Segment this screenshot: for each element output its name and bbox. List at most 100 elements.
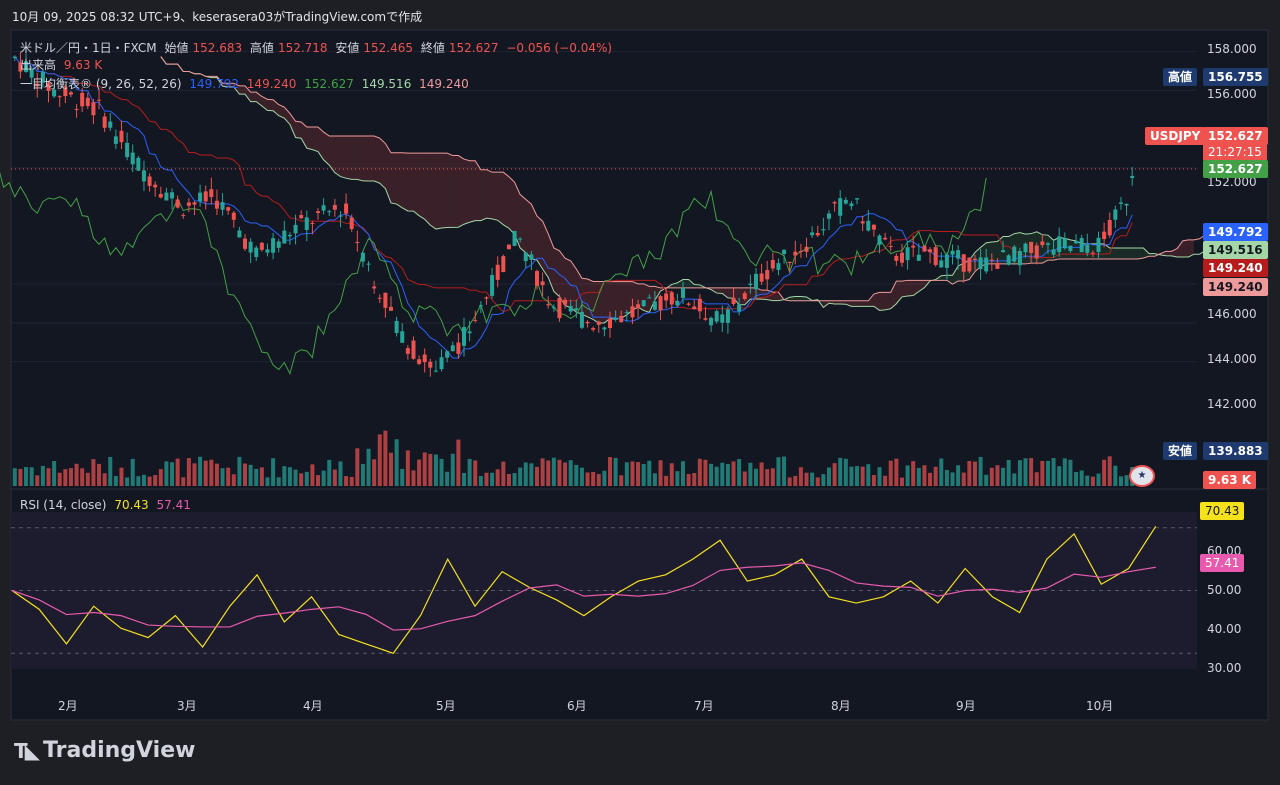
candle-body xyxy=(164,192,169,201)
volume-bar xyxy=(697,458,702,486)
candle-body xyxy=(1045,243,1050,245)
candle-body xyxy=(35,83,40,87)
volume-bar xyxy=(607,457,612,486)
volume-bar xyxy=(478,475,483,486)
candle-body xyxy=(1029,241,1034,253)
candle-body xyxy=(742,293,747,300)
volume-bar xyxy=(810,472,815,486)
cloud-segment xyxy=(435,153,442,230)
cloud-segment xyxy=(391,152,397,205)
candle-body xyxy=(804,246,809,252)
volume-bar xyxy=(450,453,455,486)
volume-bar xyxy=(686,474,691,486)
volume-bar xyxy=(12,468,17,486)
cloud-segment xyxy=(351,135,358,180)
cloud-segment xyxy=(379,138,386,189)
us-flag-icon[interactable]: ★ xyxy=(1129,465,1155,487)
candle-body xyxy=(624,312,629,314)
candle-body xyxy=(826,213,831,219)
candle-body xyxy=(765,270,770,280)
cloud-segment xyxy=(1182,239,1189,257)
volume-bar xyxy=(175,458,180,486)
cloud-segment xyxy=(312,127,319,152)
volume-bar xyxy=(327,459,332,486)
candle-body xyxy=(80,92,85,107)
span-b-tag: 149.240 xyxy=(1203,278,1268,296)
volume-bar xyxy=(770,468,775,486)
candle-body xyxy=(838,198,843,216)
volume-bar xyxy=(652,473,657,486)
volume-bar xyxy=(793,475,798,486)
volume-bar xyxy=(557,459,562,486)
volume-bar xyxy=(209,459,214,486)
volume-bar xyxy=(866,464,871,486)
volume-bar xyxy=(798,467,803,486)
volume-bar xyxy=(57,472,62,486)
volume-bar xyxy=(1062,458,1067,486)
candle-body xyxy=(636,304,641,309)
cloud-segment xyxy=(306,127,313,150)
candle-body xyxy=(377,297,382,299)
volume-bar xyxy=(1006,459,1011,486)
volume-bar xyxy=(506,473,511,486)
symbol-label: 米ドル／円・1日・FXCM xyxy=(20,41,157,55)
cloud-segment xyxy=(677,279,683,288)
volume-bar xyxy=(360,463,365,486)
rsi-legend: RSI (14, close) 70.43 57.41 xyxy=(20,498,195,512)
candle-body xyxy=(1096,237,1101,253)
volume-bar xyxy=(636,462,641,486)
ichimoku-kijun-value: 149.240 xyxy=(246,77,297,91)
volume-bar xyxy=(141,474,146,486)
candle-body xyxy=(652,301,657,310)
cloud-segment xyxy=(918,280,925,292)
candle-body xyxy=(366,263,371,265)
volume-bar xyxy=(282,466,287,486)
volume-bar xyxy=(428,453,433,486)
volume-bar xyxy=(518,467,523,486)
cloud-segment xyxy=(862,300,869,307)
cloud-segment xyxy=(250,92,257,102)
candle-body xyxy=(877,235,882,245)
cloud-segment xyxy=(772,292,779,301)
candle-body xyxy=(158,194,163,198)
cloud-segment xyxy=(475,160,481,221)
candle-body xyxy=(810,232,815,236)
cloud-segment xyxy=(357,135,363,181)
volume-bar xyxy=(243,463,248,486)
cloud-segment xyxy=(1177,240,1183,257)
candle-body xyxy=(871,224,876,230)
ichimoku-legend: 一目均衡表® (9, 26, 52, 26) 149.792 149.240 1… xyxy=(20,75,473,92)
candle-body xyxy=(108,121,113,128)
volume-bar xyxy=(18,468,23,486)
candle-body xyxy=(1079,238,1084,253)
candle-body xyxy=(113,136,118,144)
price-tick: 142.000 xyxy=(1207,397,1257,411)
candle-body xyxy=(759,273,764,282)
cloud-segment xyxy=(750,287,756,300)
cloud-segment xyxy=(318,127,324,160)
volume-bar xyxy=(899,477,904,486)
candle-body xyxy=(321,205,326,211)
cloud-segment xyxy=(329,135,335,173)
volume-bar xyxy=(1124,475,1129,486)
cloud-segment xyxy=(385,143,392,203)
volume-bar xyxy=(1096,473,1101,486)
volume-bar xyxy=(720,462,725,486)
candle-body xyxy=(574,308,579,311)
high-label: 高値 xyxy=(249,41,274,55)
volume-bar xyxy=(35,475,40,486)
tradingview-brand[interactable]: T◣ TradingView xyxy=(14,738,195,763)
volume-bar xyxy=(265,477,270,486)
cloud-segment xyxy=(1126,247,1133,259)
candle-body xyxy=(602,327,607,330)
volume-bar xyxy=(551,457,556,486)
cloud-segment xyxy=(1165,251,1172,256)
open-label: 始値 xyxy=(164,41,189,55)
candle-body xyxy=(383,292,388,308)
candle-body xyxy=(658,296,663,311)
volume-bar xyxy=(961,472,966,486)
volume-bar xyxy=(619,475,624,486)
volume-bar xyxy=(349,476,354,486)
cloud-segment xyxy=(609,281,616,320)
